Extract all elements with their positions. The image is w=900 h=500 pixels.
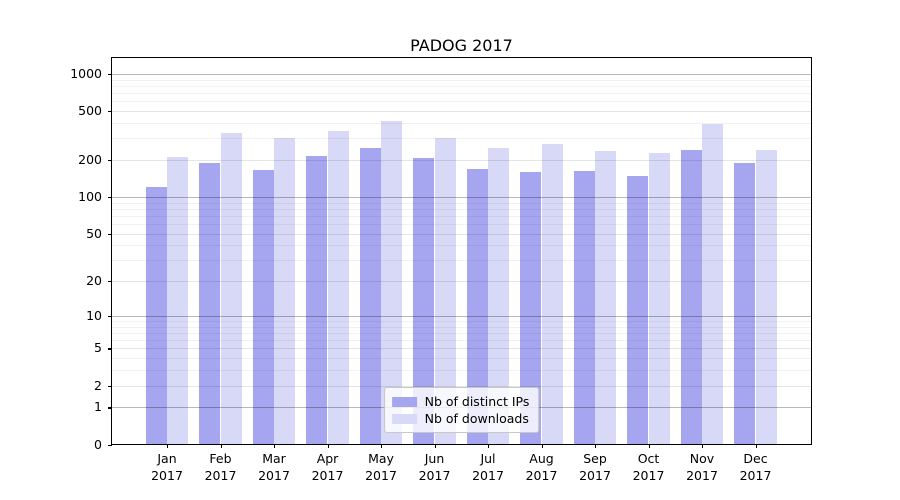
y-tick-label-100: 100 — [78, 188, 102, 204]
y-tick-mark — [108, 407, 112, 409]
x-tick-mark — [488, 444, 490, 448]
x-tick-label-oct: Oct 2017 — [632, 451, 665, 483]
legend-swatch-distinct-ips — [391, 396, 417, 407]
y-tick-mark — [108, 160, 112, 162]
x-tick-mark — [274, 444, 276, 448]
x-tick-mark — [327, 444, 329, 448]
y-tick-label-1: 1 — [94, 399, 102, 415]
x-tick-mark — [434, 444, 436, 448]
bar-downloads-jul — [488, 148, 510, 444]
y-tick-label-50: 50 — [86, 225, 102, 241]
y-tick-mark — [108, 196, 112, 199]
y-tick-mark — [108, 73, 112, 76]
y-tick-label-10: 10 — [86, 307, 102, 323]
bar-downloads-may — [381, 121, 403, 444]
bar-ips-nov — [680, 150, 702, 444]
bar-downloads-jun — [434, 137, 456, 444]
bar-downloads-aug — [541, 144, 563, 444]
bar-ips-jan — [145, 187, 167, 444]
x-tick-mark — [381, 444, 383, 448]
bar-downloads-jan — [167, 157, 189, 444]
chart-title: PADOG 2017 — [410, 36, 513, 55]
x-tick-label-aug: Aug 2017 — [525, 451, 558, 483]
y-tick-label-2: 2 — [94, 377, 102, 393]
y-tick-mark — [108, 348, 112, 350]
x-tick-mark — [648, 444, 650, 448]
x-tick-mark — [220, 444, 222, 448]
y-tick-mark — [108, 111, 112, 113]
legend-swatch-downloads — [391, 413, 417, 424]
y-tick-label-20: 20 — [86, 273, 102, 289]
bar-ips-aug — [520, 171, 542, 444]
y-tick-label-5: 5 — [94, 340, 102, 356]
y-tick-mark — [108, 281, 112, 283]
legend: Nb of distinct IPs Nb of downloads — [383, 387, 540, 433]
legend-item-distinct-ips: Nb of distinct IPs — [391, 393, 530, 410]
y-tick-label-200: 200 — [78, 152, 102, 168]
bar-ips-oct — [627, 176, 649, 444]
x-tick-mark — [167, 444, 169, 448]
bar-ips-may — [359, 148, 381, 444]
legend-label-downloads: Nb of downloads — [424, 411, 529, 426]
x-tick-mark — [541, 444, 543, 448]
bar-downloads-sep — [595, 150, 617, 444]
x-tick-label-apr: Apr 2017 — [311, 451, 344, 483]
plot-area: Nb of distinct IPs Nb of downloads — [111, 57, 812, 445]
x-tick-label-sep: Sep 2017 — [579, 451, 611, 483]
bar-downloads-oct — [648, 153, 670, 444]
x-tick-mark — [702, 444, 704, 448]
legend-item-downloads: Nb of downloads — [391, 410, 530, 427]
x-tick-label-dec: Dec 2017 — [739, 451, 772, 483]
y-tick-mark — [108, 385, 112, 387]
bar-downloads-apr — [327, 130, 349, 444]
bar-downloads-nov — [702, 123, 724, 444]
bar-downloads-dec — [755, 149, 777, 444]
bar-ips-sep — [573, 170, 595, 444]
x-tick-mark — [595, 444, 597, 448]
bar-ips-dec — [734, 163, 756, 444]
x-tick-label-jun: Jun 2017 — [418, 451, 451, 483]
x-tick-label-feb: Feb 2017 — [204, 451, 237, 483]
bar-downloads-mar — [274, 137, 296, 444]
bars-layer — [112, 58, 811, 444]
bar-ips-mar — [252, 170, 274, 444]
x-tick-mark — [755, 444, 757, 448]
y-tick-label-1000: 1000 — [70, 65, 102, 81]
x-tick-label-jan: Jan 2017 — [151, 451, 183, 483]
bar-downloads-feb — [220, 133, 242, 444]
bar-ips-jun — [413, 158, 435, 444]
x-tick-label-mar: Mar 2017 — [258, 451, 290, 483]
bar-ips-feb — [199, 163, 221, 444]
legend-label-distinct-ips: Nb of distinct IPs — [424, 394, 530, 409]
y-tick-mark — [108, 233, 112, 235]
y-tick-label-0: 0 — [94, 436, 102, 452]
x-tick-label-may: May 2017 — [365, 451, 397, 483]
x-tick-label-nov: Nov 2017 — [686, 451, 718, 483]
x-tick-label-jul: Jul 2017 — [472, 451, 504, 483]
y-tick-mark — [108, 444, 112, 446]
y-tick-label-500: 500 — [78, 103, 102, 119]
bar-ips-apr — [306, 156, 328, 444]
y-tick-mark — [108, 315, 112, 318]
bar-ips-jul — [466, 168, 488, 444]
